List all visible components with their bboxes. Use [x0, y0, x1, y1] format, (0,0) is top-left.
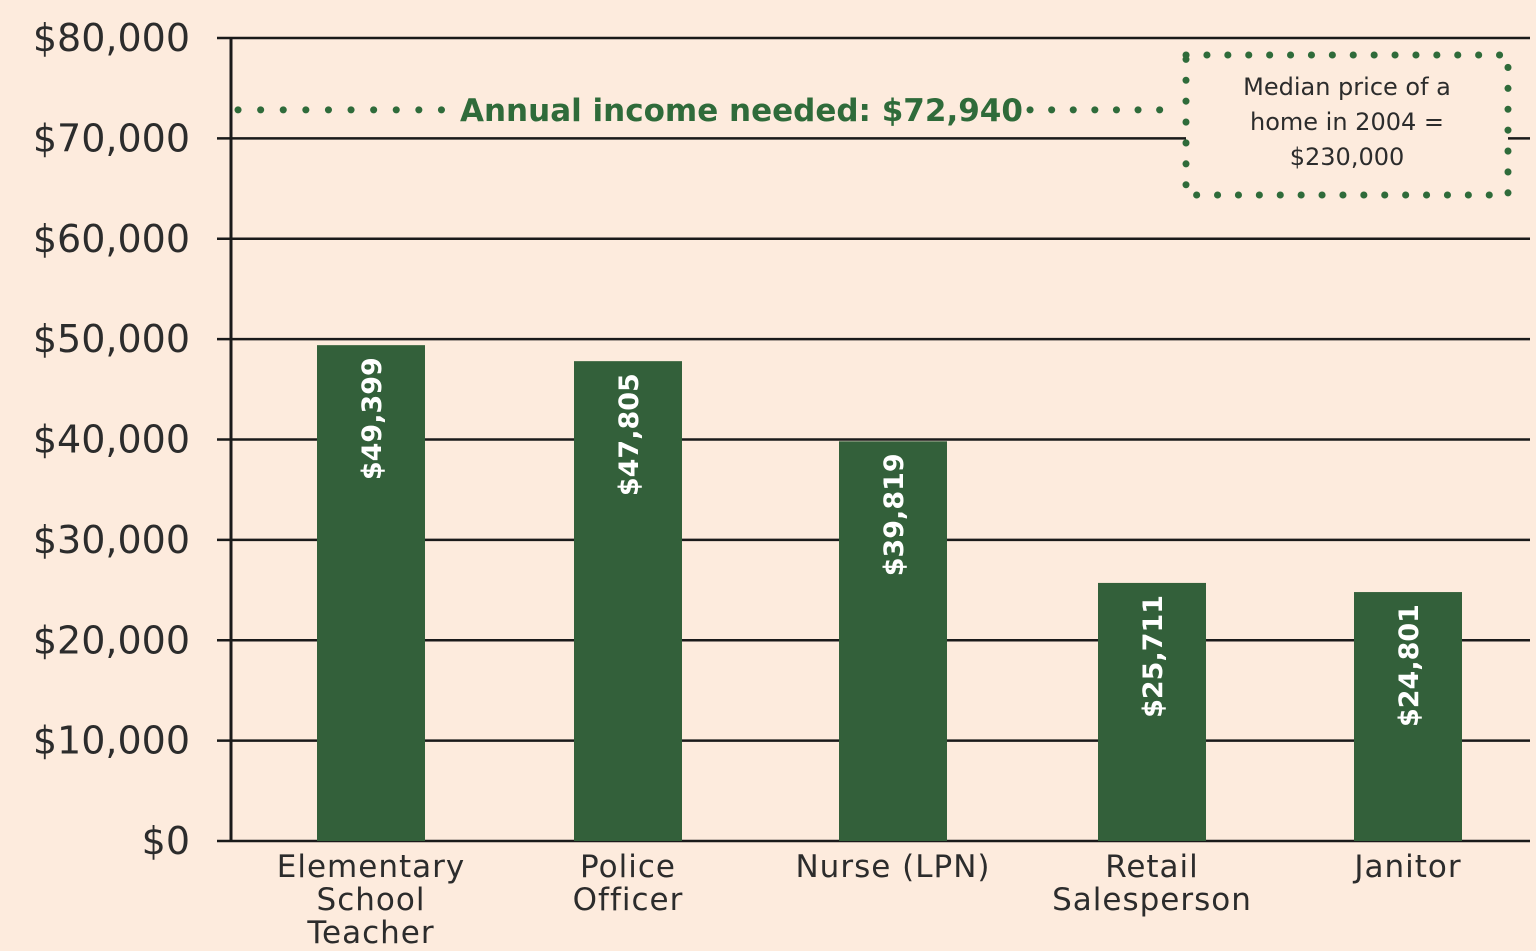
bar-value-label: $49,399	[357, 357, 388, 480]
bars: $49,399 $47,805 $39,819 $25,711 $24,801	[317, 345, 1462, 841]
note-text-line: Median price of a	[1243, 73, 1451, 101]
x-category-label: Elementary	[277, 849, 465, 885]
gridlines	[217, 36, 1530, 843]
note-text-line: home in 2004 =	[1250, 108, 1444, 136]
bar-value-label: $47,805	[614, 373, 645, 496]
x-category-label: Teacher	[306, 915, 434, 951]
bar	[574, 361, 682, 841]
reference-line-label: Annual income needed: $72,940	[460, 93, 1023, 129]
y-tick-label: $10,000	[33, 719, 190, 763]
bar	[1098, 582, 1206, 841]
bar-value-label: $25,711	[1138, 595, 1169, 718]
bar	[1354, 592, 1462, 841]
bar-value-label: $39,819	[879, 453, 910, 576]
x-category-label: Officer	[573, 882, 684, 918]
x-category-label: School	[317, 882, 426, 918]
axes: $0 $10,000 $20,000 $30,000 $40,000 $50,000 $60…	[33, 16, 1461, 951]
bar	[317, 345, 425, 841]
y-tick-label: $60,000	[33, 217, 190, 261]
x-category-label: Nurse (LPN)	[795, 849, 990, 885]
y-tick-label: $0	[142, 819, 190, 863]
x-category-label: Janitor	[1352, 849, 1461, 885]
y-tick-label: $30,000	[33, 518, 190, 562]
y-tick-label: $20,000	[33, 618, 190, 662]
bar-value-label: $24,801	[1394, 604, 1425, 727]
annotations: Annual income needed: $72,940 Median pric…	[234, 51, 1512, 199]
x-category-label: Retail	[1105, 849, 1199, 885]
bar	[839, 441, 947, 841]
y-tick-label: $40,000	[33, 418, 190, 462]
y-tick-label: $80,000	[33, 16, 190, 60]
note-text-line: $230,000	[1290, 143, 1405, 171]
note-box-border	[1182, 51, 1512, 199]
note-box-background	[1186, 55, 1508, 195]
x-category-label: Salesperson	[1052, 882, 1252, 918]
x-category-label: Police	[580, 849, 676, 885]
y-tick-label: $50,000	[33, 317, 190, 361]
y-tick-label: $70,000	[33, 116, 190, 160]
